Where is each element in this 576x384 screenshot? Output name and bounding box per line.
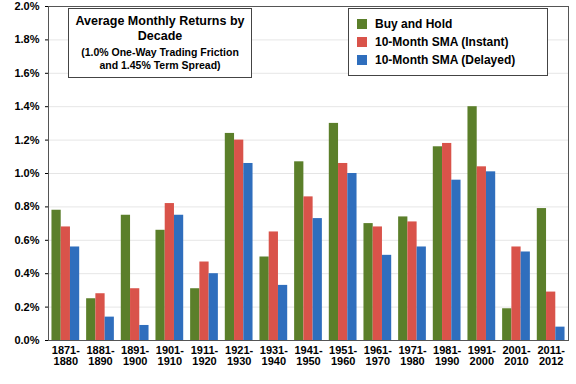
svg-text:1891-1900: 1891-1900 — [121, 344, 149, 367]
svg-text:1.4%: 1.4% — [14, 100, 39, 112]
svg-text:1941-1950: 1941-1950 — [294, 344, 322, 367]
svg-text:2001-2010: 2001-2010 — [502, 344, 530, 367]
svg-text:2.0%: 2.0% — [14, 0, 39, 12]
svg-text:1901-1910: 1901-1910 — [156, 344, 184, 367]
svg-text:0.4%: 0.4% — [14, 267, 39, 279]
html-text:Buy and Hold: Buy and Hold — [375, 17, 453, 31]
svg-text:1.6%: 1.6% — [14, 67, 39, 79]
svg-text:1981-1990: 1981-1990 — [433, 344, 461, 367]
svg-text:2011-2012: 2011-2012 — [537, 344, 565, 367]
svg-text:1921-1930: 1921-1930 — [225, 344, 253, 367]
svg-text:1911-1920: 1911-1920 — [191, 344, 219, 367]
html-text:(1.0% One-Way Trading Friction: (1.0% One-Way Trading Friction and 1.45%… — [81, 46, 239, 71]
svg-text:0.6%: 0.6% — [14, 234, 39, 246]
html-text:10-Month SMA (Delayed): 10-Month SMA (Delayed) — [375, 53, 516, 67]
svg-text:1.0%: 1.0% — [14, 167, 39, 179]
svg-text:0.0%: 0.0% — [14, 334, 39, 346]
svg-text:0.2%: 0.2% — [14, 301, 39, 313]
html-text:Average Monthly Returns by Dec: Average Monthly Returns by Decade — [75, 14, 245, 43]
html-text:10-Month SMA (Instant): 10-Month SMA (Instant) — [375, 35, 509, 49]
svg-text:1871-1880: 1871-1880 — [52, 344, 80, 367]
svg-text:1.2%: 1.2% — [14, 134, 39, 146]
svg-text:1881-1890: 1881-1890 — [86, 344, 114, 367]
svg-text:0.8%: 0.8% — [14, 200, 39, 212]
svg-text:1971-1980: 1971-1980 — [398, 344, 426, 367]
svg-text:1.8%: 1.8% — [14, 33, 39, 45]
svg-text:1991-2000: 1991-2000 — [468, 344, 496, 367]
svg-text:1931-1940: 1931-1940 — [260, 344, 288, 367]
svg-text:1961-1970: 1961-1970 — [364, 344, 392, 367]
svg-text:1951-1960: 1951-1960 — [329, 344, 357, 367]
